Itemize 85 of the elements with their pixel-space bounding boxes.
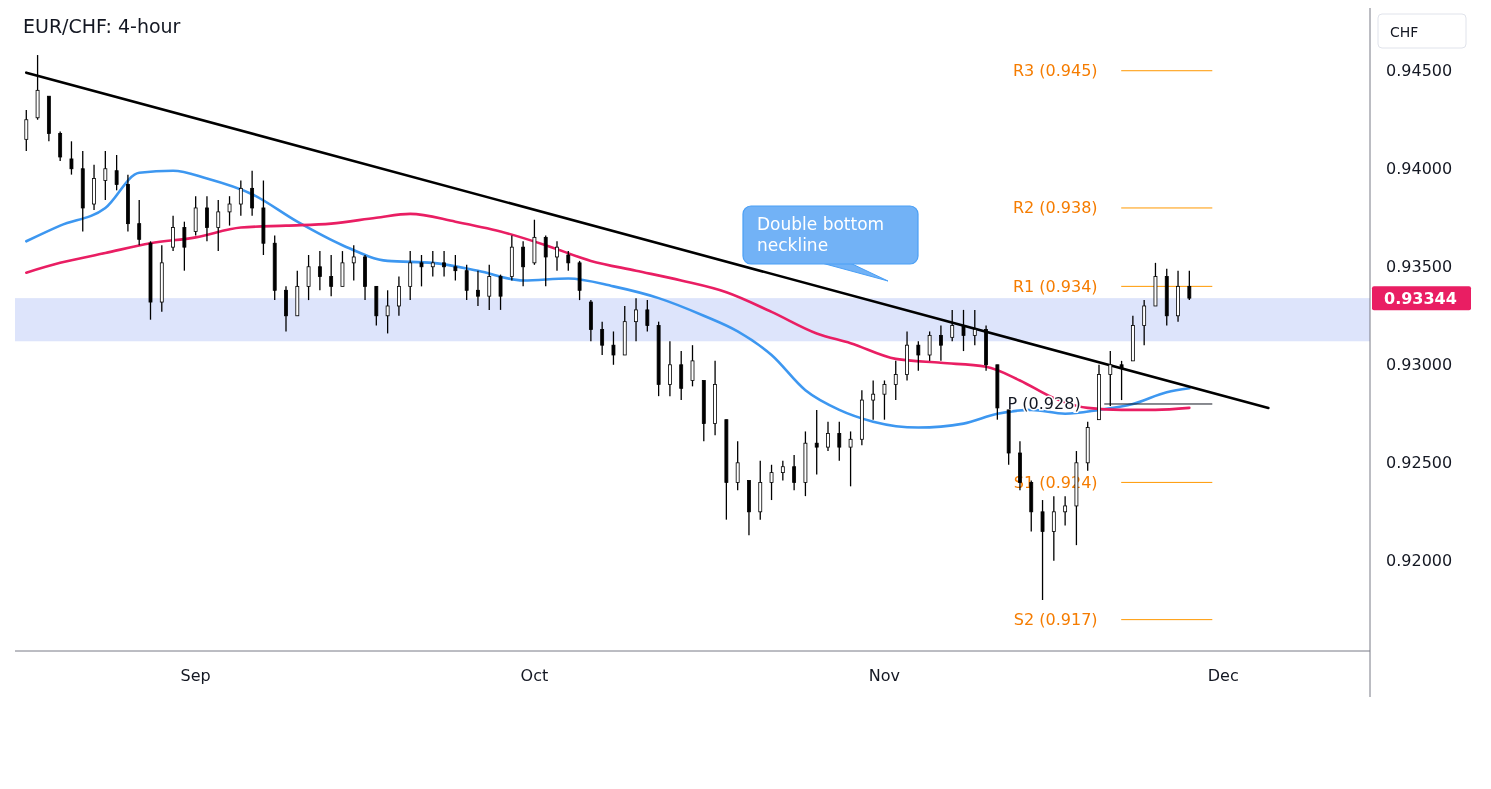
candlestick (555, 240, 559, 272)
candlestick (351, 244, 356, 282)
candlestick (182, 221, 187, 272)
candlestick (250, 170, 255, 217)
candlestick (1040, 499, 1045, 601)
candlestick (1051, 495, 1056, 562)
candlestick (611, 330, 616, 366)
candlestick (792, 454, 797, 491)
candlestick (114, 154, 119, 191)
y-tick-label: 0.93000 (1386, 355, 1453, 375)
candlestick (238, 179, 243, 217)
y-tick-label: 0.92000 (1386, 551, 1453, 571)
candlestick (1119, 360, 1124, 401)
candlestick (1063, 495, 1068, 527)
candlestick (58, 130, 63, 162)
annotation: Double bottom neckline (757, 214, 885, 255)
candlestick (408, 250, 413, 301)
candlestick (893, 360, 898, 401)
candlestick (668, 340, 672, 397)
text: 0.93344 (1384, 288, 1457, 308)
candlestick (216, 199, 221, 252)
candlestick (193, 195, 198, 237)
candlestick (24, 109, 29, 152)
candlestick (848, 430, 853, 487)
candlestick (453, 254, 458, 282)
series-label: P (0.928) (1007, 394, 1081, 414)
candlestick (227, 195, 232, 227)
candlestick (826, 420, 830, 452)
candlestick (645, 299, 650, 333)
candlestick (1142, 299, 1147, 346)
candlestick (171, 215, 175, 252)
candlestick (329, 254, 334, 297)
x-tick-label: Sep (180, 665, 211, 685)
y-tick-label: 0.94000 (1386, 159, 1453, 179)
candlestick (543, 234, 548, 288)
candlestick (871, 379, 876, 421)
candlestick (385, 289, 390, 335)
candlestick (430, 250, 435, 278)
candlestick (939, 324, 943, 362)
candlestick (972, 309, 977, 346)
candlestick (419, 254, 424, 288)
chart-title: EUR/CHF: 4-hour (23, 15, 181, 37)
candlestick (340, 250, 345, 288)
x-tick-label: Oct (520, 665, 549, 685)
candlestick (397, 275, 401, 317)
candlestick (961, 309, 966, 352)
y-axis-title: CHF (1390, 24, 1419, 40)
candlestick (521, 240, 526, 288)
series-label: S2 (0.917) (1013, 610, 1098, 630)
candlestick (690, 344, 695, 387)
candlestick (600, 321, 605, 356)
candlestick (927, 330, 932, 362)
candlestick (205, 195, 209, 242)
y-tick-label: 0.92500 (1386, 453, 1453, 473)
candlestick (1187, 270, 1192, 301)
candlestick (882, 379, 887, 421)
candlestick (679, 350, 684, 401)
candlestick (317, 250, 322, 291)
series-label: R3 (0.945) (1012, 61, 1098, 81)
candlestick (566, 250, 571, 272)
x-tick-label: Dec (1207, 665, 1239, 685)
candlestick (476, 270, 480, 307)
candlestick (916, 340, 921, 372)
x-tick-label: Nov (868, 665, 901, 685)
candlestick (498, 273, 503, 311)
candlestick (780, 460, 785, 482)
candlestick (487, 264, 492, 311)
candlestick (814, 409, 819, 476)
y-tick-label: 0.94500 (1386, 61, 1453, 81)
candlestick (442, 250, 446, 278)
candlestick (735, 440, 740, 491)
line-series (24, 169, 1191, 429)
candlestick (103, 150, 108, 201)
series-label: R2 (0.938) (1012, 198, 1098, 218)
y-tick-label: 0.93500 (1386, 257, 1453, 277)
candlestick (634, 297, 638, 342)
candlestick (950, 309, 955, 342)
candlestick (837, 420, 842, 462)
candlestick (464, 264, 469, 301)
candlestick (769, 464, 774, 501)
candlestick (306, 254, 311, 301)
candlestick (137, 199, 142, 246)
series-label: R1 (0.934) (1012, 276, 1098, 296)
candlestick (1108, 350, 1113, 407)
candlestick (69, 140, 74, 176)
